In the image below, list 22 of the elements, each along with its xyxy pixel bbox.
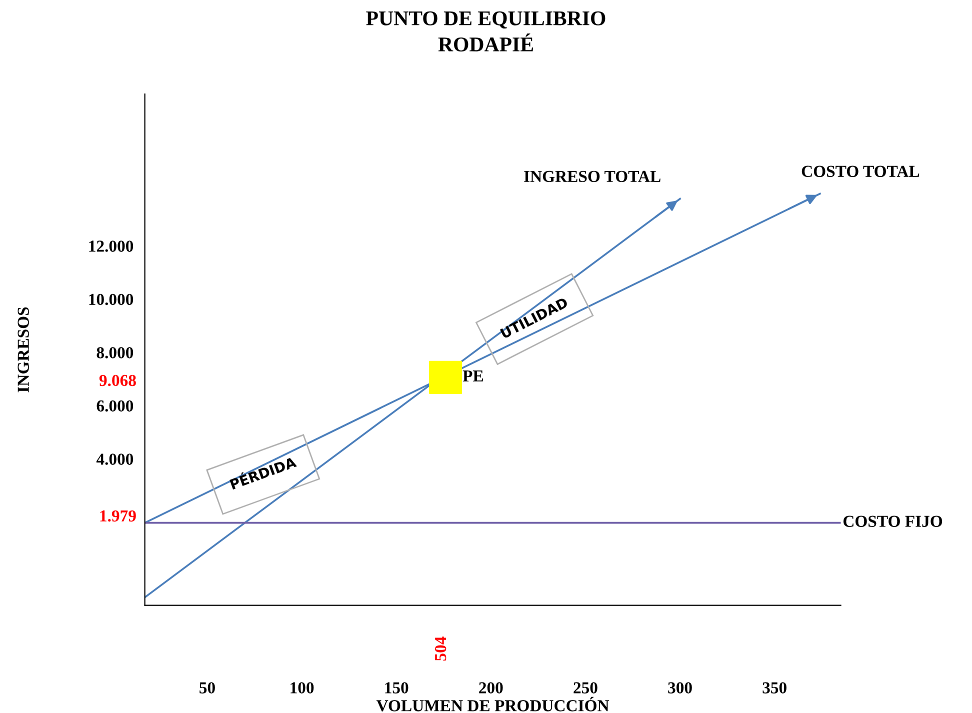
series-label: INGRESO TOTAL <box>524 170 660 182</box>
x-axis-title: VOLUMEN DE PRODUCCIÓN <box>376 696 610 712</box>
x-tick-label: 50 <box>200 682 215 694</box>
x-tick-label: 250 <box>574 682 598 694</box>
series-label: COSTO FIJO <box>843 516 942 527</box>
series-label: COSTO TOTAL <box>802 166 920 177</box>
y-tick-label: 6.000 <box>96 400 134 412</box>
chart-title: PUNTO DE EQUILIBRIO RODAPIÉ <box>366 11 606 52</box>
series-label: PE <box>462 370 483 382</box>
text: 9.068 <box>99 374 136 386</box>
y-tick-label: 12.000 <box>89 240 134 252</box>
x-tick-label: 300 <box>668 682 692 694</box>
y-tick-label: 10.000 <box>89 294 134 306</box>
y-tick-label: 4.000 <box>96 454 134 465</box>
x-tick-label: 350 <box>762 682 786 694</box>
y-tick-label: 8.000 <box>96 347 134 358</box>
text: 504 <box>434 636 446 661</box>
x-tick-label: 100 <box>290 682 314 694</box>
x-tick-label: 150 <box>385 682 408 694</box>
y-axis-title: INGRESOS <box>18 307 29 392</box>
text: 1.979 <box>100 510 136 522</box>
x-tick-label: 200 <box>479 682 503 694</box>
